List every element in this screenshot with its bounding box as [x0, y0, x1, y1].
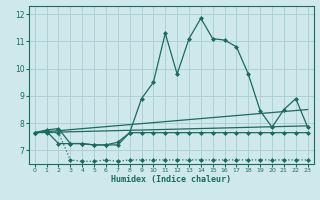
X-axis label: Humidex (Indice chaleur): Humidex (Indice chaleur) — [111, 175, 231, 184]
